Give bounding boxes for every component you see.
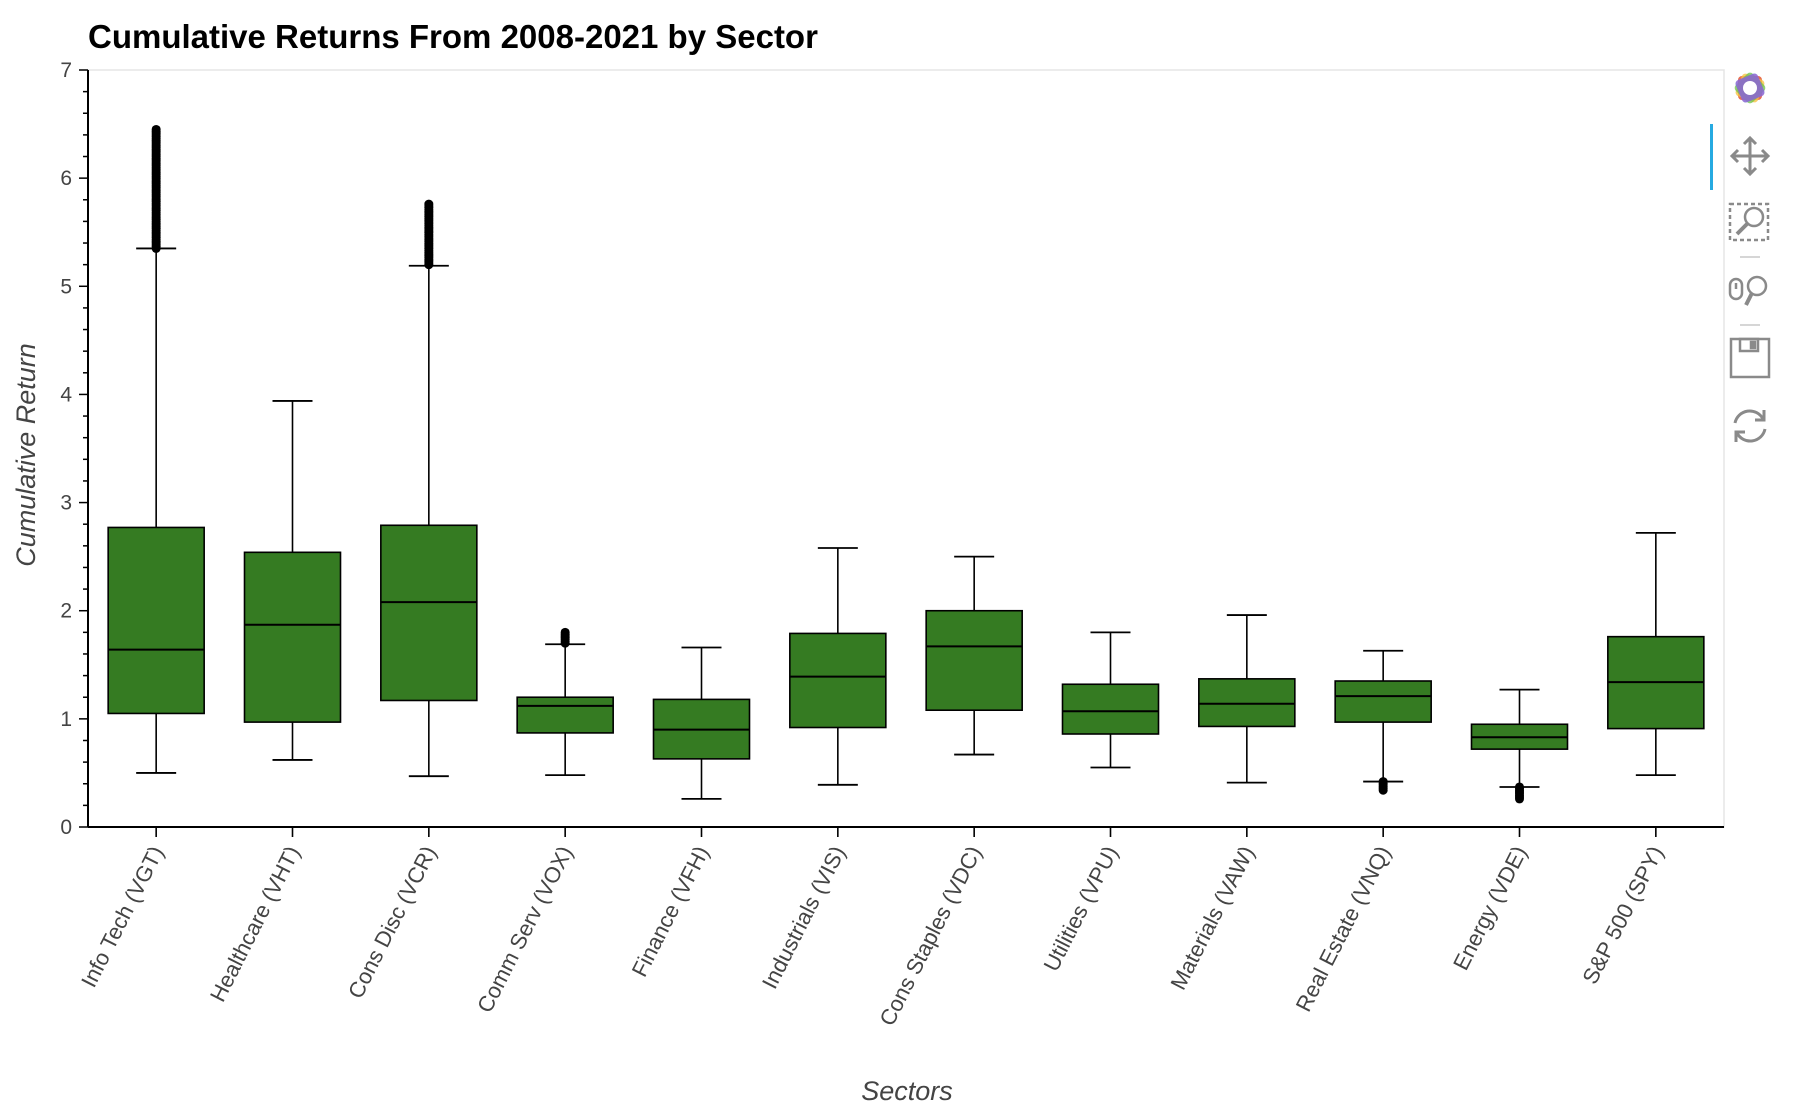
x-tick-label: Industrials (VIS) [757,842,850,993]
box-group[interactable] [380,199,478,778]
box-group[interactable] [1607,531,1705,776]
y-tick-label: 0 [60,816,72,839]
x-tick-label: Real Estate (VNQ) [1291,842,1396,1016]
box-iqr [107,526,205,715]
y-tick-label: 1 [60,708,72,731]
outlier-point [424,199,434,209]
axes-layer: 0 1 2 3 4 5 6 7 Info Tech (VGT) Healthcare (VHT) C… [60,59,1724,1030]
x-tick-label: S&P 500 (SPY) [1577,842,1668,988]
box-group[interactable] [925,555,1023,756]
outlier-point [1378,777,1388,787]
box-group[interactable] [516,627,614,776]
toolbar-divider [1740,256,1760,258]
x-tick-label: Utilities (VPU) [1039,842,1123,975]
pan-icon[interactable] [1722,128,1778,184]
box-iqr [789,632,887,729]
outlier-point [560,627,570,637]
chart-title: Cumulative Returns From 2008-2021 by Sec… [88,18,818,55]
box-group[interactable] [789,547,887,786]
wheel-zoom-icon[interactable] [1722,262,1778,318]
chart-toolbar [1710,60,1788,480]
y-tick-label: 7 [60,59,72,82]
box-group[interactable] [1334,649,1432,795]
box-iqr [380,524,478,702]
box-group[interactable] [652,646,751,800]
x-tick-label: Materials (VAW) [1165,842,1259,994]
y-tick-label: 2 [60,600,72,623]
box-iqr [1334,680,1432,723]
x-tick-label: Energy (VDE) [1448,842,1532,974]
outlier-point [1515,782,1524,792]
save-icon[interactable] [1722,330,1778,386]
box-iqr [243,551,342,723]
boxes-layer [107,124,1705,804]
x-tick-label: Healthcare (VHT) [205,842,305,1006]
box-group[interactable] [1061,631,1160,769]
active-tool-indicator [1710,124,1713,190]
outlier-point [151,124,161,134]
y-tick-label: 4 [60,383,72,406]
x-axis-title: Sectors [861,1076,953,1106]
box-iqr [1061,683,1160,735]
box-group[interactable] [1470,688,1569,804]
y-tick-label: 5 [60,275,72,298]
bokeh-logo-icon[interactable] [1722,60,1778,116]
x-tick-label: Comm Serv (VOX) [472,842,578,1017]
y-tick-label: 6 [60,167,72,190]
x-tick-label: Finance (VFH) [627,842,714,981]
y-axis-title: Cumulative Return [11,343,41,567]
box-group[interactable] [107,124,205,774]
x-tick-label: Cons Disc (VCR) [343,842,441,1003]
x-tick-label: Cons Staples (VDC) [874,842,986,1030]
box-iqr [925,609,1023,712]
box-zoom-icon[interactable] [1722,194,1778,250]
box-iqr [516,696,614,734]
x-tick-label: Info Tech (VGT) [76,842,169,991]
box-iqr [1198,678,1296,728]
y-tick-label: 3 [60,492,72,515]
box-group[interactable] [1198,614,1296,784]
box-group[interactable] [243,400,342,761]
toolbar-divider [1740,324,1760,326]
reset-icon[interactable] [1722,398,1778,454]
